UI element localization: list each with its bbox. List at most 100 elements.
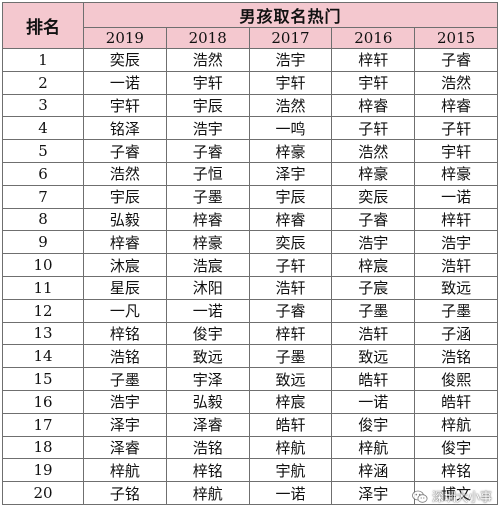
table-row: 16 浩宇 弘毅 梓宸 一诺 皓轩 [2, 389, 498, 414]
rank-cell: 16 [2, 389, 84, 414]
rank-cell: 20 [2, 481, 84, 505]
table-row: 17 泽宇 泽睿 皓轩 俊宇 梓航 [2, 412, 498, 437]
name-cell: 浩宇 [414, 230, 498, 255]
table-row: 19 梓航 梓铭 宇航 梓涵 梓铭 [2, 458, 498, 483]
name-cell: 浩铭 [414, 344, 498, 369]
rank-cell: 6 [2, 161, 84, 186]
name-cell: 奕辰 [248, 230, 333, 255]
name-cell: 浩然 [248, 93, 333, 118]
name-cell: 沐阳 [165, 275, 250, 300]
year-header: 2016 [331, 27, 416, 49]
name-cell: 浩宸 [165, 253, 250, 277]
name-cell: 子睿 [248, 298, 333, 323]
rank-cell: 2 [2, 70, 84, 95]
name-cell: 弘毅 [165, 389, 250, 414]
name-cell: 梓睿 [165, 207, 250, 232]
name-cell: 宇轩 [165, 70, 250, 95]
name-cell: 梓涵 [331, 458, 416, 483]
rank-cell: 5 [2, 139, 84, 163]
name-cell: 沐宸 [83, 253, 167, 277]
name-cell: 子睿 [414, 48, 498, 72]
name-cell: 梓睿 [248, 207, 333, 232]
name-cell: 浩铭 [83, 344, 167, 369]
name-cell: 梓豪 [165, 230, 250, 255]
name-cell: 梓航 [331, 435, 416, 460]
name-cell: 一诺 [248, 481, 333, 505]
name-cell: 奕辰 [83, 48, 167, 72]
name-cell: 梓航 [414, 412, 498, 437]
table-row: 6 浩然 子恒 泽宇 梓豪 梓豪 [2, 161, 498, 186]
name-cell: 宇泽 [165, 367, 250, 391]
name-cell: 梓铭 [414, 458, 498, 483]
name-cell: 梓航 [165, 481, 250, 505]
rank-cell: 15 [2, 367, 84, 391]
name-cell: 泽宇 [248, 161, 333, 186]
table-body: 1 奕辰 浩然 浩宇 梓轩 子睿 2 一诺 宇轩 宇轩 宇轩 浩然 3 宇轩 宇辰 浩然 梓睿 梓睿 4 铭泽 浩宇 一鸣… [2, 48, 498, 505]
name-cell: 浩宇 [248, 48, 333, 72]
name-cell: 泽睿 [165, 412, 250, 437]
table-row: 3 宇轩 宇辰 浩然 梓睿 梓睿 [2, 93, 498, 118]
table-row: 9 梓睿 梓豪 奕辰 浩宇 浩宇 [2, 230, 498, 255]
name-cell: 子铭 [83, 481, 167, 505]
name-cell: 子恒 [165, 161, 250, 186]
rank-cell: 14 [2, 344, 84, 369]
name-cell: 星辰 [83, 275, 167, 300]
rank-cell: 7 [2, 184, 84, 209]
rank-cell: 1 [2, 48, 84, 72]
name-cell: 梓铭 [83, 321, 167, 346]
watermark: 深圳大小事 [412, 488, 492, 505]
year-header: 2015 [414, 27, 498, 49]
name-cell: 俊熙 [414, 367, 498, 391]
name-cell: 子墨 [414, 298, 498, 323]
name-cell: 浩宇 [83, 389, 167, 414]
name-cell: 子墨 [331, 298, 416, 323]
name-cell: 奕辰 [331, 184, 416, 209]
name-cell: 子轩 [414, 116, 498, 141]
name-cell: 宇辰 [165, 93, 250, 118]
rank-cell: 4 [2, 116, 84, 141]
name-cell: 梓睿 [331, 93, 416, 118]
name-cell: 梓豪 [248, 139, 333, 163]
name-cell: 梓睿 [414, 93, 498, 118]
name-cell: 梓轩 [248, 321, 333, 346]
rank-cell: 12 [2, 298, 84, 323]
rank-cell: 11 [2, 275, 84, 300]
table-row: 4 铭泽 浩宇 一鸣 子轩 子轩 [2, 116, 498, 141]
table-row: 20 子铭 梓航 一诺 泽宇 博文 [2, 481, 498, 505]
table-row: 1 奕辰 浩然 浩宇 梓轩 子睿 [2, 48, 498, 72]
rank-cell: 3 [2, 93, 84, 118]
name-cell: 宇轩 [331, 70, 416, 95]
name-cell: 弘毅 [83, 207, 167, 232]
name-cell: 梓宸 [248, 389, 333, 414]
name-cell: 宇航 [248, 458, 333, 483]
name-cell: 子睿 [165, 139, 250, 163]
table-row: 18 泽睿 浩铭 梓航 梓航 俊宇 [2, 435, 498, 460]
rank-cell: 17 [2, 412, 84, 437]
table-row: 2 一诺 宇轩 宇轩 宇轩 浩然 [2, 70, 498, 95]
name-cell: 一凡 [83, 298, 167, 323]
table-row: 13 梓铭 俊宇 梓轩 浩轩 子涵 [2, 321, 498, 346]
name-cell: 浩然 [414, 70, 498, 95]
name-cell: 子墨 [83, 367, 167, 391]
name-cell: 子轩 [331, 116, 416, 141]
rank-cell: 10 [2, 253, 84, 277]
name-cell: 皓轩 [414, 389, 498, 414]
year-header: 2017 [248, 27, 333, 49]
table-row: 10 沐宸 浩宸 子轩 梓宸 浩轩 [2, 253, 498, 277]
rank-cell: 9 [2, 230, 84, 255]
name-cell: 梓轩 [331, 48, 416, 72]
name-cell: 皓轩 [248, 412, 333, 437]
name-cell: 梓睿 [83, 230, 167, 255]
name-cell: 浩宇 [331, 230, 416, 255]
table-row: 12 一凡 一诺 子睿 子墨 子墨 [2, 298, 498, 323]
name-cell: 梓豪 [331, 161, 416, 186]
rank-cell: 19 [2, 458, 84, 483]
table-row: 8 弘毅 梓睿 梓睿 子睿 梓轩 [2, 207, 498, 232]
name-cell: 梓豪 [414, 161, 498, 186]
name-cell: 梓航 [83, 458, 167, 483]
rank-cell: 8 [2, 207, 84, 232]
name-cell: 俊宇 [331, 412, 416, 437]
name-cell: 子轩 [248, 253, 333, 277]
name-cell: 浩然 [331, 139, 416, 163]
name-cell: 致远 [165, 344, 250, 369]
